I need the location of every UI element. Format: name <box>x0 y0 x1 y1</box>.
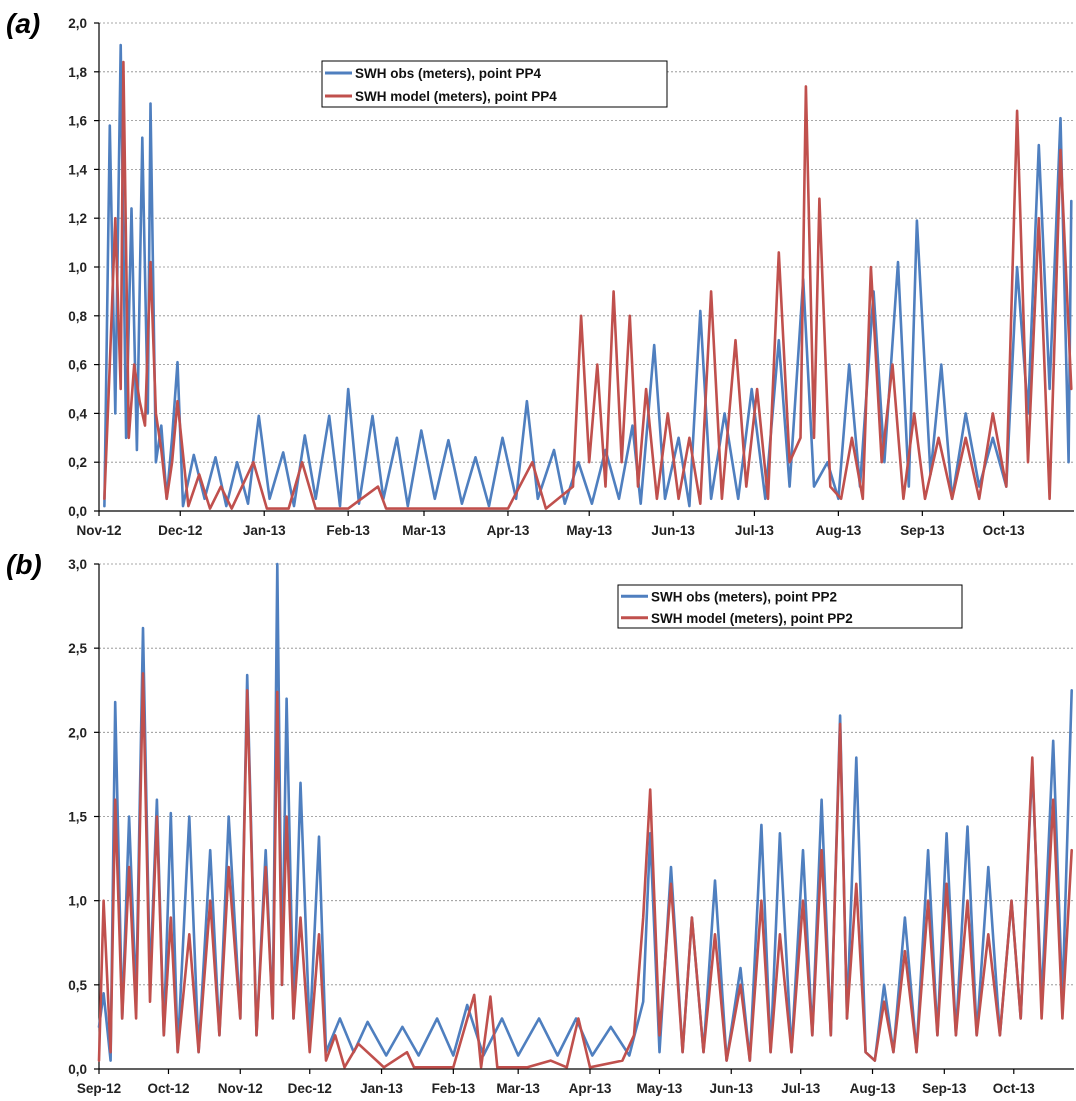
series-line-model <box>103 60 1073 510</box>
x-tick-label: Apr-13 <box>569 1081 612 1096</box>
x-tick-label: Dec-12 <box>288 1081 332 1096</box>
x-tick-label: May-13 <box>637 1081 683 1096</box>
x-tick-label: Apr-13 <box>487 523 530 538</box>
y-tick-label: 1,2 <box>68 211 87 226</box>
series-line-model <box>97 672 1073 1069</box>
x-tick-label: Feb-13 <box>432 1081 476 1096</box>
x-tick-label: Sep-12 <box>77 1081 121 1096</box>
legend: SWH obs (meters), point PP2 SWH model (me… <box>617 584 963 629</box>
x-tick-label: Oct-13 <box>993 1081 1036 1096</box>
legend-label: SWH model (meters), point PP4 <box>355 89 557 104</box>
x-tick-label: Jun-13 <box>651 523 695 538</box>
y-tick-label: 0,0 <box>68 1062 87 1077</box>
legend-box <box>321 60 668 108</box>
chart-panel-a: (a) 0,0 0,2 0,4 0,6 0,8 1,0 1,2 1,4 1,6 1,8 2,0 Nov-… <box>6 8 1074 538</box>
y-tick-label: 3,0 <box>68 557 87 572</box>
y-tick-label: 0,5 <box>68 978 87 993</box>
x-tick-label: Nov-12 <box>218 1081 263 1096</box>
y-tick-label: 1,0 <box>68 260 87 275</box>
x-tick-label: May-13 <box>566 523 612 538</box>
legend: SWH obs (meters), point PP4 SWH model (me… <box>321 60 668 108</box>
x-tick-label: Oct-13 <box>983 523 1026 538</box>
x-tick-label: Jan-13 <box>360 1081 403 1096</box>
legend-label: SWH obs (meters), point PP2 <box>651 589 837 604</box>
x-tick-label: Oct-12 <box>147 1081 189 1096</box>
panel-label: (a) <box>6 8 40 39</box>
panel-label: (b) <box>6 549 42 580</box>
series-line-obs <box>103 43 1073 508</box>
legend-label: SWH obs (meters), point PP4 <box>355 66 542 81</box>
y-tick-label: 2,0 <box>68 725 87 740</box>
x-tick-label: Jul-13 <box>735 523 775 538</box>
x-tick-label: Sep-13 <box>922 1081 967 1096</box>
x-tick-label: Aug-13 <box>815 523 861 538</box>
y-tick-label: 1,0 <box>68 894 87 909</box>
y-tick-label: 0,8 <box>68 309 87 324</box>
x-tick-label: Feb-13 <box>326 523 370 538</box>
chart-panel-b: (b) 0,0 0,5 1,0 1,5 2,0 2,5 3,0 Sep-12 Oct-12 Nov-… <box>6 549 1074 1096</box>
x-tick-label: Jan-13 <box>243 523 286 538</box>
legend-box <box>617 584 963 629</box>
x-tick-label: Mar-13 <box>496 1081 540 1096</box>
y-tick-label: 0,4 <box>68 406 87 421</box>
x-tick-label: Aug-13 <box>850 1081 896 1096</box>
y-tick-label: 1,5 <box>68 810 87 825</box>
y-tick-label: 0,0 <box>68 504 87 519</box>
y-tick-label: 2,5 <box>68 641 87 656</box>
y-tick-label: 0,2 <box>68 455 87 470</box>
y-tick-label: 1,4 <box>68 162 87 177</box>
y-tick-label: 0,6 <box>68 358 87 373</box>
x-tick-label: Jul-13 <box>781 1081 821 1096</box>
x-tick-label: Jun-13 <box>709 1081 753 1096</box>
y-tick-label: 2,0 <box>68 16 87 31</box>
y-tick-label: 1,8 <box>68 65 87 80</box>
legend-label: SWH model (meters), point PP2 <box>651 611 853 626</box>
x-tick-label: Sep-13 <box>900 523 945 538</box>
x-tick-label: Nov-12 <box>76 523 121 538</box>
y-tick-label: 1,6 <box>68 114 87 129</box>
x-tick-label: Mar-13 <box>402 523 446 538</box>
x-tick-label: Dec-12 <box>158 523 202 538</box>
